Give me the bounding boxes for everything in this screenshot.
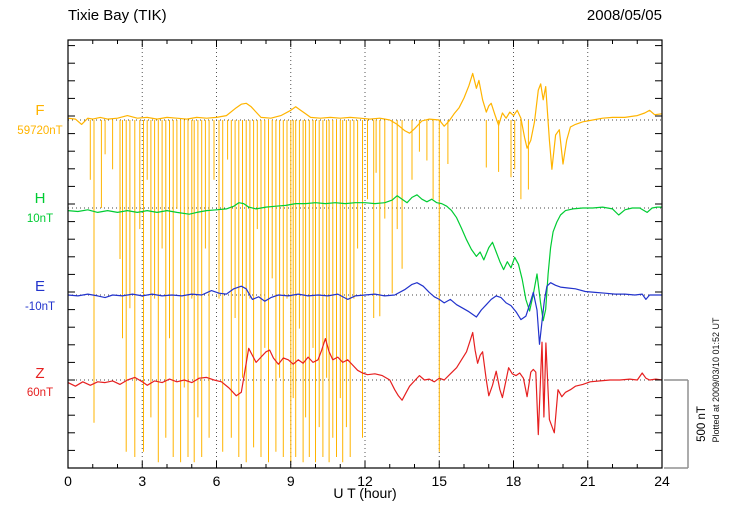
series-Z-line: [67, 331, 663, 436]
series-baseline-z: 60nT: [26, 387, 54, 399]
series-baseline-e: -10nT: [24, 301, 56, 313]
x-tick-label-6: 6: [213, 473, 221, 489]
x-tick-label-18: 18: [506, 473, 522, 489]
series-H-line: [67, 194, 662, 322]
series-E-line: [67, 282, 662, 345]
date-label: 2008/05/05: [586, 7, 662, 24]
series-letter-z: Z: [35, 365, 45, 382]
x-tick-label-12: 12: [357, 473, 373, 489]
series-label-e: E: [8, 279, 72, 294]
x-tick-label-0: 0: [64, 473, 72, 489]
x-tick-label-3: 3: [138, 473, 146, 489]
series-F-line: [67, 72, 663, 170]
x-tick-label-24: 24: [654, 473, 670, 489]
x-tick-label-9: 9: [287, 473, 295, 489]
series-letter-h: H: [34, 190, 46, 207]
scale-bar-label: 500 nT: [696, 406, 708, 442]
page-title: Tixie Bay (TIK): [68, 7, 167, 24]
series-baseline-h: 10nT: [26, 213, 54, 225]
series-letter-f: F: [35, 102, 45, 119]
series-label-h: H: [8, 191, 72, 206]
x-axis-label: U T (hour): [333, 485, 397, 501]
plot-timestamp: Plotted at 2009/03/10 01:52 UT: [711, 317, 721, 443]
x-tick-label-21: 21: [580, 473, 596, 489]
series-label-f: F: [8, 103, 72, 118]
series-baseline-f: 59720nT: [17, 125, 63, 137]
series-letter-e: E: [34, 278, 45, 295]
x-tick-label-15: 15: [431, 473, 447, 489]
series-label-z: Z: [8, 366, 72, 381]
